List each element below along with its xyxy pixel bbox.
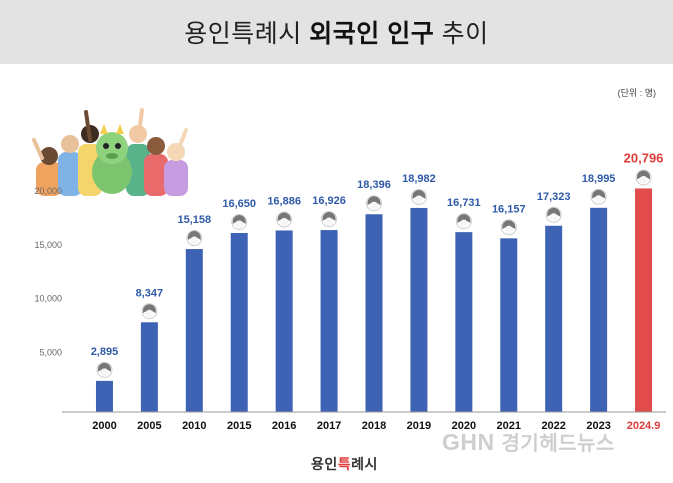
- x-tick-label: 2010: [182, 420, 206, 432]
- bar: [455, 232, 473, 412]
- dragon-mascot: [92, 124, 132, 194]
- x-tick-label: 2000: [92, 420, 116, 432]
- person-head-icon: [366, 195, 382, 212]
- title-city: 용인특례시: [184, 20, 302, 48]
- person-head-icon: [186, 230, 203, 247]
- bar: [275, 230, 293, 412]
- bar-value-label: 8,347: [136, 287, 164, 299]
- person-head-icon: [455, 213, 472, 230]
- yongin-logo: 용인특례시: [311, 454, 378, 474]
- bar-value-label: 16,650: [222, 198, 256, 210]
- news-watermark: GHN 경기헤드뉴스: [442, 427, 615, 456]
- unit-label: (단위 : 명): [617, 88, 656, 98]
- y-tick-label: 15,000: [34, 240, 62, 250]
- bar: [95, 380, 113, 412]
- bar-value-label: 16,731: [447, 197, 481, 209]
- person-head-icon: [590, 188, 607, 205]
- bar-value-label: 18,995: [582, 173, 616, 185]
- crowd-illustration: [32, 108, 188, 196]
- person-head-icon: [635, 169, 652, 186]
- x-tick-label: 2024.9: [627, 420, 661, 432]
- bar-value-label: 16,157: [492, 203, 526, 215]
- title-subject: 외국인 인구: [309, 20, 435, 48]
- x-tick-label: 2023: [586, 420, 610, 432]
- chart-title: 용인특례시 외국인 인구 추이: [184, 14, 488, 50]
- person-head-icon: [500, 219, 517, 236]
- bar-value-label: 17,323: [537, 191, 571, 203]
- person-head-icon: [276, 211, 293, 228]
- person-head-icon: [96, 361, 113, 378]
- bars: 2,895 8,347 15,158 16,650 16,886 16,926 18,396…: [91, 150, 664, 412]
- logo-text-1: 용인: [311, 456, 338, 472]
- x-axis-labels: 2000 2005 2010 2015 2016 2017 2018 2019 2020 2021…: [92, 420, 660, 432]
- chart-header: 용인특례시 외국인 인구 추이: [0, 0, 673, 64]
- bar: [500, 238, 518, 412]
- bar-value-label: 16,926: [312, 195, 346, 207]
- person-head-icon: [321, 211, 338, 228]
- logo-text-2: 특: [337, 456, 352, 472]
- watermark-logo: GHN: [442, 429, 495, 455]
- bar-value-label: 18,982: [402, 173, 436, 185]
- bar: [230, 233, 248, 412]
- bar: [320, 230, 338, 412]
- x-tick-label: 2016: [272, 420, 296, 432]
- x-tick-label: 2017: [317, 420, 341, 432]
- y-tick-label: 10,000: [34, 294, 62, 304]
- y-axis-ticks: 5,000 10,000 15,000 20,000: [34, 186, 62, 357]
- x-tick-label: 2022: [541, 420, 565, 432]
- person-head-icon: [545, 206, 562, 223]
- bar: [545, 225, 563, 412]
- logo-text-3: 례시: [351, 456, 378, 472]
- y-tick-label: 20,000: [34, 186, 62, 196]
- x-tick-label: 2015: [227, 420, 251, 432]
- bar-value-label: 2,895: [91, 346, 119, 358]
- person-head-icon: [410, 188, 427, 205]
- x-tick-label: 2019: [407, 420, 431, 432]
- bar: [410, 207, 428, 412]
- crowd-people: [32, 108, 188, 196]
- bar: [635, 188, 653, 412]
- y-tick-label: 5,000: [39, 347, 62, 357]
- title-trend: 추이: [441, 20, 489, 48]
- person-head-icon: [231, 214, 248, 231]
- x-tick-label: 2020: [452, 420, 476, 432]
- bar-value-label: 18,396: [357, 179, 391, 191]
- bar-value-label: 15,158: [177, 214, 211, 226]
- x-tick-label: 2021: [497, 420, 521, 432]
- bar: [590, 207, 608, 412]
- watermark-name: 경기헤드뉴스: [501, 433, 615, 455]
- bar: [140, 322, 158, 412]
- x-tick-label: 2005: [137, 420, 161, 432]
- bar-value-label: 16,886: [267, 195, 301, 207]
- bar: [365, 214, 383, 412]
- bar: [185, 249, 203, 412]
- bar-value-label: 20,796: [624, 150, 664, 165]
- x-tick-label: 2018: [362, 420, 386, 432]
- person-head-icon: [141, 303, 158, 320]
